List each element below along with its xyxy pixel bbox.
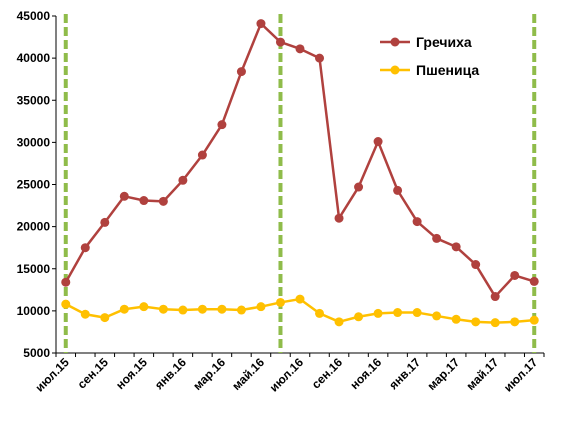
series-group: [61, 19, 539, 328]
x-tick-label: июл.17: [501, 355, 541, 395]
y-tick-label: 40000: [17, 51, 51, 65]
data-point: [275, 37, 285, 47]
data-point: [334, 317, 344, 327]
data-point: [256, 302, 266, 312]
data-point: [236, 305, 246, 315]
data-point: [197, 150, 207, 160]
data-point: [119, 304, 129, 314]
y-tick-label: 5000: [23, 346, 50, 360]
data-point: [158, 196, 168, 206]
y-tick-label: 20000: [17, 220, 51, 234]
data-point: [275, 297, 285, 307]
data-point: [412, 308, 422, 318]
data-point: [432, 311, 442, 321]
data-point: [178, 175, 188, 185]
data-point: [295, 294, 305, 304]
data-point: [295, 44, 305, 54]
x-tick-label: июл.16: [267, 355, 307, 395]
x-tick-label: июл.15: [33, 355, 73, 395]
data-point: [471, 260, 481, 270]
data-point: [80, 243, 90, 253]
data-point: [510, 317, 520, 327]
data-point: [119, 191, 129, 201]
data-point: [490, 318, 500, 328]
data-point: [315, 53, 325, 63]
data-point: [490, 292, 500, 302]
data-point: [373, 137, 383, 147]
data-point: [61, 299, 71, 309]
legend: Гречиха Пшеница: [380, 34, 479, 78]
data-point: [529, 276, 539, 286]
data-point: [139, 302, 149, 312]
y-tick-label: 45000: [17, 9, 51, 23]
data-point: [354, 312, 364, 322]
x-tick-label: ноя.15: [113, 355, 150, 392]
data-point: [471, 317, 481, 327]
series-buckwheat: [61, 19, 539, 302]
data-point: [236, 67, 246, 77]
data-point: [256, 19, 266, 29]
x-tick-label: май.16: [229, 355, 267, 393]
data-point: [393, 308, 403, 318]
data-point: [412, 217, 422, 227]
data-point: [100, 313, 110, 323]
legend-label: Пшеница: [416, 62, 479, 78]
data-point: [451, 242, 461, 252]
legend-swatch-marker: [390, 65, 400, 75]
reference-lines: [63, 14, 537, 353]
x-tick-label: сен.15: [75, 355, 111, 391]
data-point: [197, 304, 207, 314]
data-point: [451, 314, 461, 324]
data-point: [178, 305, 188, 315]
data-point: [334, 213, 344, 223]
data-point: [510, 270, 520, 280]
data-point: [217, 120, 227, 130]
data-point: [529, 315, 539, 325]
data-point: [354, 182, 364, 192]
legend-item: Пшеница: [380, 62, 479, 78]
series-wheat: [61, 294, 539, 328]
y-tick-label: 35000: [17, 93, 51, 107]
data-point: [373, 308, 383, 318]
legend-swatch-marker: [390, 37, 400, 47]
data-point: [139, 196, 149, 206]
data-point: [432, 233, 442, 243]
y-tick-label: 25000: [17, 178, 51, 192]
x-tick-label: сен.16: [309, 355, 345, 391]
data-point: [315, 308, 325, 318]
legend-label: Гречиха: [416, 34, 472, 50]
y-tick-label: 15000: [17, 262, 51, 276]
x-tick-label: май.17: [464, 355, 502, 393]
x-tick-label: мар.17: [425, 355, 463, 393]
legend-item: Гречиха: [380, 34, 472, 50]
x-tick-label: янв.17: [386, 355, 423, 392]
data-point: [393, 185, 403, 195]
data-point: [80, 309, 90, 319]
y-tick-label: 30000: [17, 135, 51, 149]
data-point: [100, 217, 110, 227]
x-tick-label: мар.16: [190, 355, 228, 393]
x-tick-label: янв.16: [152, 355, 189, 392]
x-tick-label: ноя.16: [347, 355, 384, 392]
data-point: [61, 277, 71, 287]
y-tick-label: 10000: [17, 304, 51, 318]
data-point: [217, 304, 227, 314]
data-point: [158, 304, 168, 314]
